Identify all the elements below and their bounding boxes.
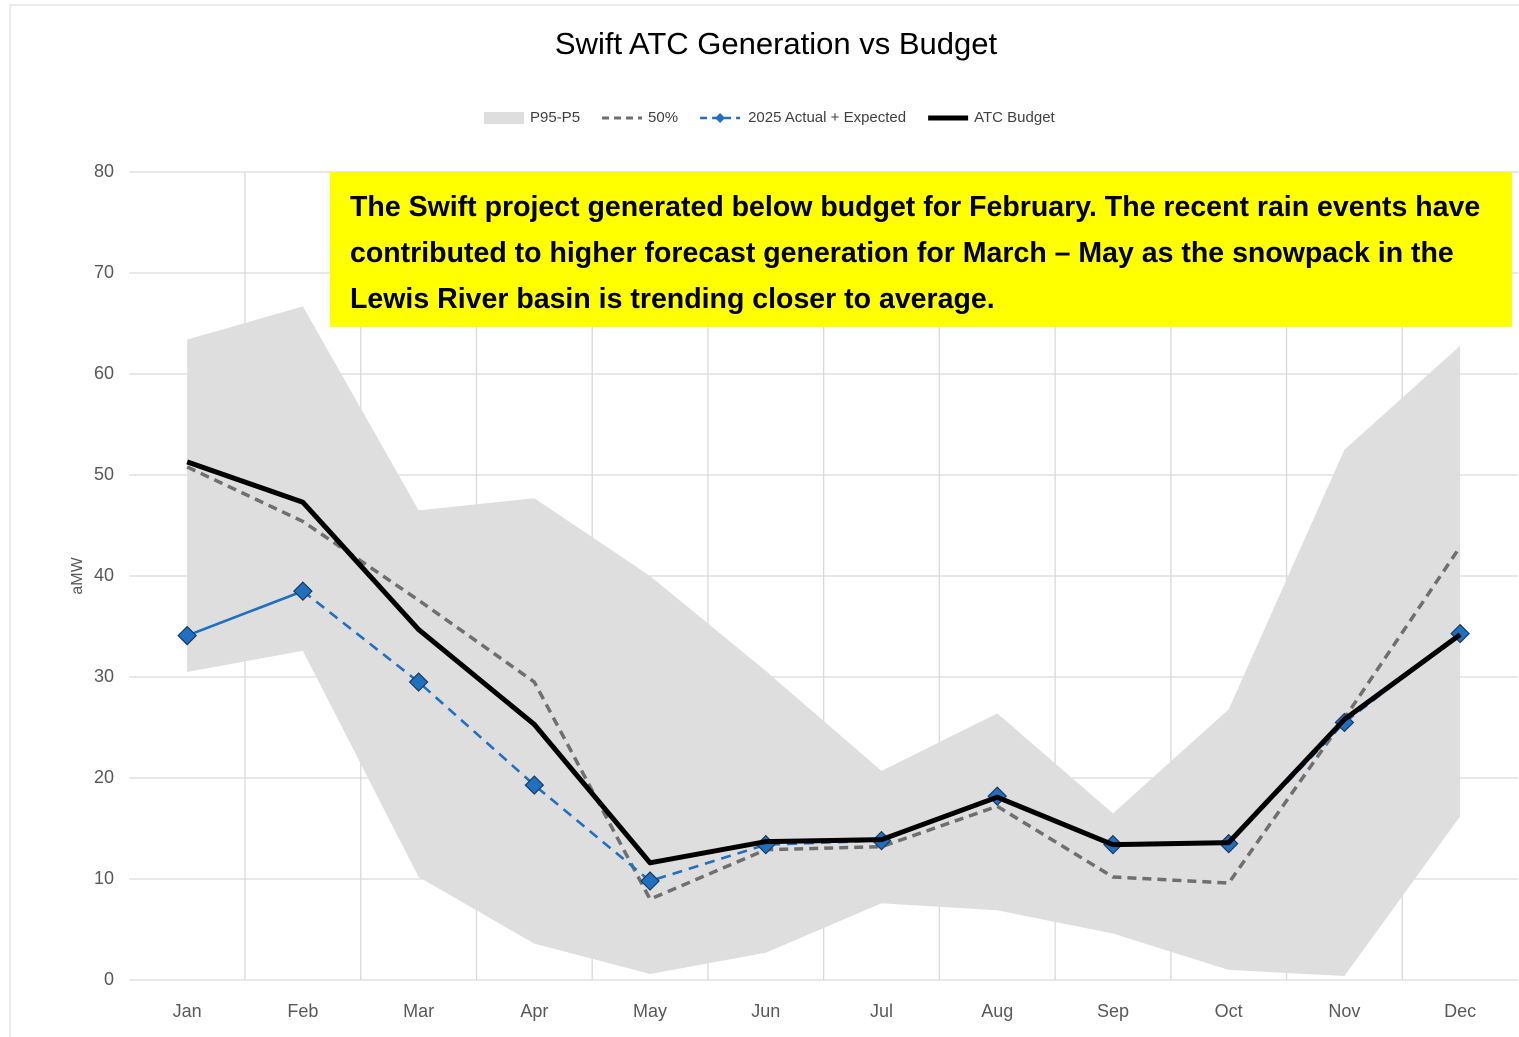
legend-swatch [484, 112, 524, 124]
diamond-marker [524, 775, 545, 795]
y-tick-label: 70 [94, 262, 114, 282]
x-tick-label: Dec [1444, 1001, 1476, 1021]
legend-label: ATC Budget [974, 109, 1055, 126]
chart-border [9, 4, 1519, 1037]
legend-item: 50% [602, 109, 678, 126]
legend-item: ATC Budget [928, 109, 1056, 126]
x-tick-label: Feb [287, 1001, 318, 1021]
legend-item: 2025 Actual + Expected [700, 109, 906, 126]
diamond-marker [177, 625, 198, 646]
x-tick-label: Jun [751, 1001, 780, 1021]
y-tick-label: 20 [94, 767, 114, 787]
budget-line [186, 459, 1462, 866]
x-tick-label: Nov [1328, 1001, 1360, 1021]
y-tick-label: 40 [94, 565, 114, 585]
chart-title: Swift ATC Generation vs Budget [555, 26, 998, 61]
x-tick-label: May [633, 1001, 667, 1021]
x-tick-label: Aug [981, 1001, 1013, 1021]
x-tick-label: Oct [1215, 1001, 1243, 1021]
y-tick-label: 10 [94, 868, 114, 888]
y-tick-label: 60 [94, 363, 114, 383]
y-tick-label: 80 [94, 161, 114, 181]
x-tick-label: Jan [173, 1001, 202, 1021]
y-tick-label: 30 [94, 666, 114, 686]
x-tick-label: Mar [403, 1001, 434, 1021]
y-axis-label: aMW [69, 556, 86, 594]
x-tick-label: Sep [1097, 1001, 1129, 1021]
annotation: The Swift project generated below budget… [330, 172, 1512, 327]
legend-label: 50% [648, 109, 678, 126]
legend-marker [715, 113, 726, 123]
legend-label: P95-P5 [530, 109, 580, 126]
legend-label: 2025 Actual + Expected [748, 109, 906, 126]
diamond-marker [408, 672, 429, 692]
actual-line [186, 589, 304, 637]
legend-item: P95-P5 [484, 109, 580, 126]
diamond-marker [293, 581, 313, 601]
diamond-marker [640, 871, 660, 891]
y-tick-label: 50 [94, 464, 114, 484]
median-line [186, 465, 1462, 901]
y-tick-label: 0 [104, 969, 114, 989]
x-tick-label: Jul [870, 1001, 893, 1021]
x-tick-label: Apr [520, 1001, 548, 1021]
p95-p5-band [187, 306, 1461, 976]
